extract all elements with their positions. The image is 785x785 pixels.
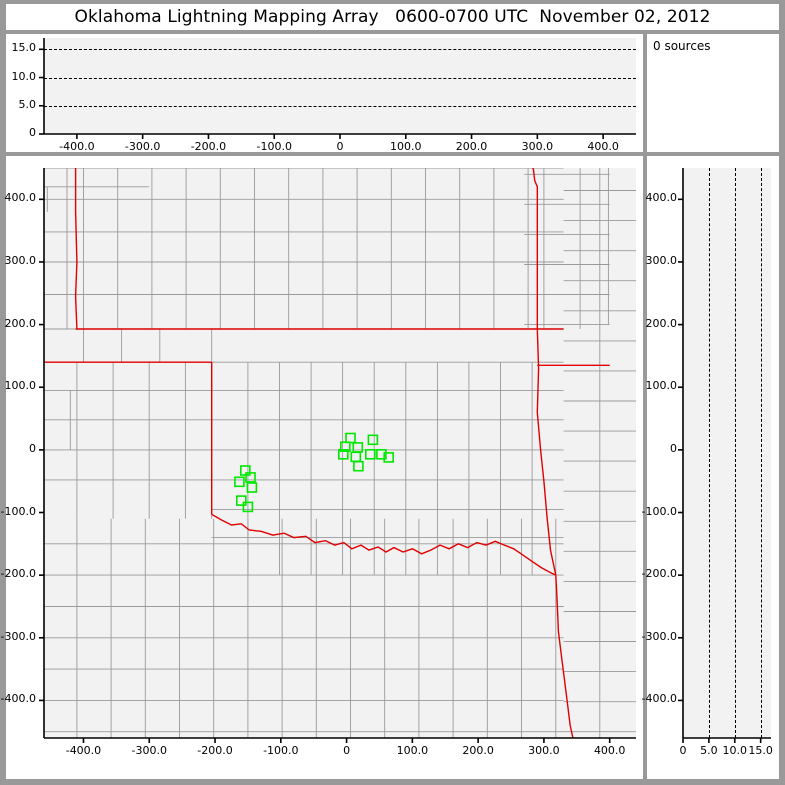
height-view-plot-area[interactable] bbox=[683, 168, 771, 738]
y-tick-label: -300.0 bbox=[0, 629, 36, 643]
x-tick-label: 200.0 bbox=[462, 744, 494, 757]
x-tick-label: -200.0 bbox=[190, 140, 227, 153]
y-tick-label: -200.0 bbox=[641, 567, 677, 581]
gridline-vertical bbox=[734, 168, 736, 738]
y-tick-label: 10.0 bbox=[11, 69, 37, 83]
x-tick-label: 400.0 bbox=[587, 140, 619, 153]
x-tick-label: 5.0 bbox=[700, 744, 718, 757]
y-tick-label: -100.0 bbox=[0, 504, 36, 518]
y-tick-label: 100.0 bbox=[4, 379, 37, 393]
height-view-axes bbox=[678, 168, 771, 743]
plan-view-plot-area[interactable] bbox=[44, 168, 636, 738]
x-tick-label: -100.0 bbox=[263, 744, 299, 757]
y-tick-label: 100.0 bbox=[645, 379, 678, 393]
y-tick-label: 200.0 bbox=[645, 316, 678, 330]
state-border-red-river bbox=[211, 513, 557, 576]
map-axes bbox=[39, 168, 636, 743]
x-tick-label: -400.0 bbox=[59, 140, 95, 153]
state-border-colorado-kansas bbox=[74, 168, 78, 330]
lma-station-marker[interactable] bbox=[376, 448, 387, 460]
state-border-arkansas-texas bbox=[555, 575, 574, 738]
y-tick-label: 400.0 bbox=[645, 191, 678, 205]
y-tick-label: 200.0 bbox=[4, 316, 37, 330]
y-tick-label: 300.0 bbox=[645, 253, 678, 267]
y-tick-label: -400.0 bbox=[0, 692, 36, 706]
lma-station-marker[interactable] bbox=[242, 501, 254, 513]
x-tick-label: 300.0 bbox=[521, 140, 554, 153]
lma-station-marker[interactable] bbox=[246, 482, 258, 493]
time-height-axes bbox=[39, 38, 636, 139]
y-tick-label: -200.0 bbox=[0, 567, 36, 581]
y-tick-label: 0 bbox=[29, 441, 36, 455]
lma-station-marker[interactable] bbox=[353, 460, 364, 472]
lma-station-marker[interactable] bbox=[339, 441, 351, 453]
y-tick-label: 300.0 bbox=[4, 253, 37, 267]
x-tick-label: 100.0 bbox=[396, 744, 429, 757]
x-tick-label: 300.0 bbox=[528, 744, 560, 757]
time-height-panel[interactable]: 0 5.0 10.0 15.0 -400.0 -300.0 -200.0 -100.0 0 100… bbox=[6, 34, 643, 153]
gridline-horizontal bbox=[44, 105, 636, 107]
lma-station-marker[interactable] bbox=[383, 452, 395, 463]
lma-station-markers[interactable] bbox=[44, 168, 636, 738]
y-tick-label: 0 bbox=[29, 126, 36, 139]
x-tick-label: -300.0 bbox=[131, 744, 167, 757]
time-height-plot-area[interactable] bbox=[44, 38, 636, 134]
x-tick-label: -300.0 bbox=[124, 140, 161, 153]
source-count-label: 0 sources bbox=[653, 39, 711, 53]
y-tick-label: 15.0 bbox=[11, 41, 37, 55]
lma-station-marker[interactable] bbox=[234, 476, 245, 488]
plan-view-map-panel[interactable]: -400.0 -300.0 -200.0 -100.0 0 100.0 200.0 300.0… bbox=[1, 156, 643, 779]
x-tick-label: -400.0 bbox=[65, 744, 102, 757]
lma-station-marker[interactable] bbox=[245, 472, 256, 483]
x-tick-label: -100.0 bbox=[256, 140, 292, 153]
x-tick-label: 200.0 bbox=[455, 140, 488, 153]
height-view-panel[interactable]: -400.0 -300.0 -200.0 -100.0 0 100.0 200.0 300.0… bbox=[642, 156, 779, 779]
y-tick-label: 0 bbox=[670, 441, 677, 455]
x-tick-label: 0 bbox=[679, 744, 687, 757]
x-tick-label: -200.0 bbox=[197, 744, 233, 757]
gridline-vertical bbox=[760, 168, 762, 738]
gridline-vertical bbox=[708, 168, 710, 738]
gridline-horizontal bbox=[44, 49, 636, 51]
x-tick-label: 400.0 bbox=[593, 744, 626, 757]
y-tick-label: -300.0 bbox=[641, 629, 677, 643]
x-tick-label: 100.0 bbox=[390, 140, 422, 153]
title-bar: Oklahoma Lightning Mapping Array 0600-07… bbox=[6, 4, 779, 30]
map-geography bbox=[44, 168, 636, 738]
x-tick-label: 0 bbox=[336, 140, 344, 153]
x-tick-label: 0 bbox=[343, 744, 351, 757]
y-tick-label: -100.0 bbox=[641, 504, 677, 518]
lma-station-marker[interactable] bbox=[236, 495, 247, 506]
source-count-panel[interactable]: 0 sources bbox=[647, 34, 779, 152]
gridline-horizontal bbox=[44, 77, 636, 79]
x-tick-label: 15.0 bbox=[748, 744, 773, 757]
y-tick-label: -400.0 bbox=[641, 692, 677, 706]
x-tick-label: 10.0 bbox=[722, 744, 748, 757]
y-tick-label: 400.0 bbox=[4, 191, 37, 205]
state-border-oklahoma-east bbox=[531, 168, 557, 576]
lma-station-marker[interactable] bbox=[337, 448, 349, 460]
y-tick-label: 5.0 bbox=[18, 97, 37, 111]
lma-station-marker[interactable] bbox=[367, 434, 379, 446]
page-title: Oklahoma Lightning Mapping Array 0600-07… bbox=[74, 7, 711, 27]
lma-station-marker[interactable] bbox=[364, 448, 376, 460]
